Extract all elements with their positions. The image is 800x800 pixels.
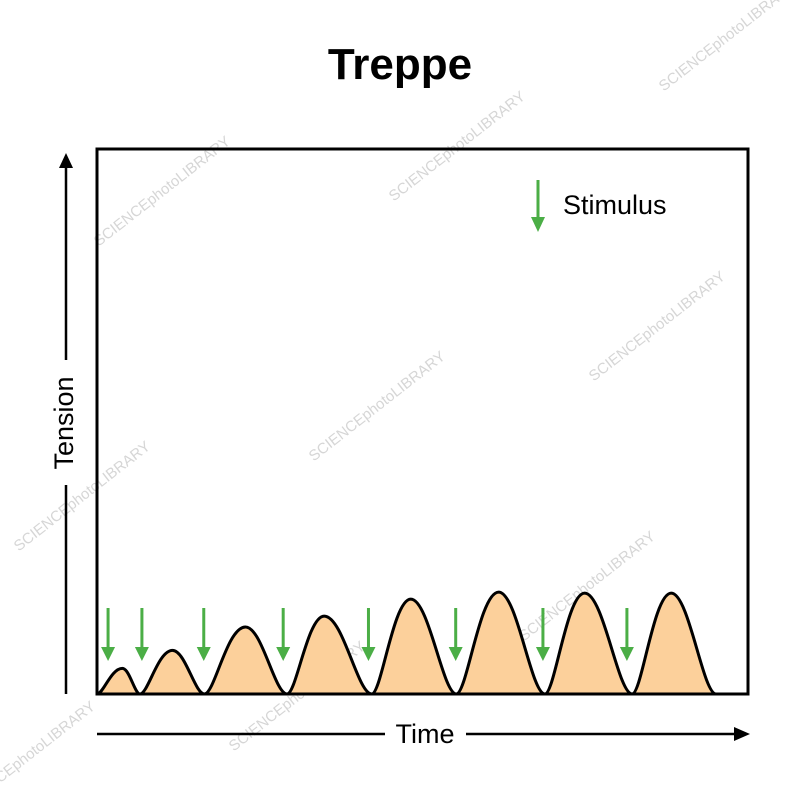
stimulus-arrow-head	[276, 647, 291, 661]
watermark-text: SCIENCEphotoLIBRARY	[306, 348, 449, 465]
stimulus-arrow	[276, 608, 291, 661]
legend-label: Stimulus	[563, 190, 667, 220]
stimulus-arrow-head	[134, 647, 149, 661]
watermark-text: SCIENCEphotoLIBRARY	[11, 438, 154, 555]
stimulus-arrows-layer	[101, 608, 634, 661]
twitch-curve-fill	[97, 592, 717, 694]
stimulus-arrow	[196, 608, 211, 661]
twitch-curve-line	[96, 590, 717, 696]
stimulus-arrow-head	[196, 647, 211, 661]
stimulus-arrow	[448, 608, 463, 661]
plot-frame	[95, 147, 750, 696]
watermark-text: SCIENCEphotoLIBRARY	[91, 133, 234, 250]
chart-title: Treppe	[327, 40, 473, 89]
stimulus-arrow-head	[448, 647, 463, 661]
stimulus-arrow-head	[101, 647, 116, 661]
stimulus-arrow	[535, 608, 550, 661]
stimulus-arrow-head	[361, 647, 376, 661]
watermark-text: SCIENCEphotoLIBRARY	[0, 698, 99, 800]
watermark-text: SCIENCEphotoLIBRARY	[656, 0, 799, 95]
stimulus-arrow	[361, 608, 376, 661]
legend-stimulus-arrow-head	[531, 217, 545, 232]
stimulus-arrow	[134, 608, 149, 661]
x-axis-arrowhead	[734, 727, 750, 741]
stimulus-arrow-head	[535, 647, 550, 661]
watermark-text: SCIENCEphotoLIBRARY	[386, 88, 529, 205]
y-axis-label: Tension	[49, 376, 79, 469]
watermark-text: SCIENCEphotoLIBRARY	[586, 268, 729, 385]
stimulus-arrow	[619, 608, 634, 661]
stimulus-arrow-head	[619, 647, 634, 661]
stimulus-arrow	[101, 608, 116, 661]
x-axis-label: Time	[396, 719, 455, 749]
legend: Stimulus	[531, 180, 667, 232]
twitch-curve-layer	[96, 590, 717, 696]
y-axis-arrowhead	[59, 153, 73, 168]
